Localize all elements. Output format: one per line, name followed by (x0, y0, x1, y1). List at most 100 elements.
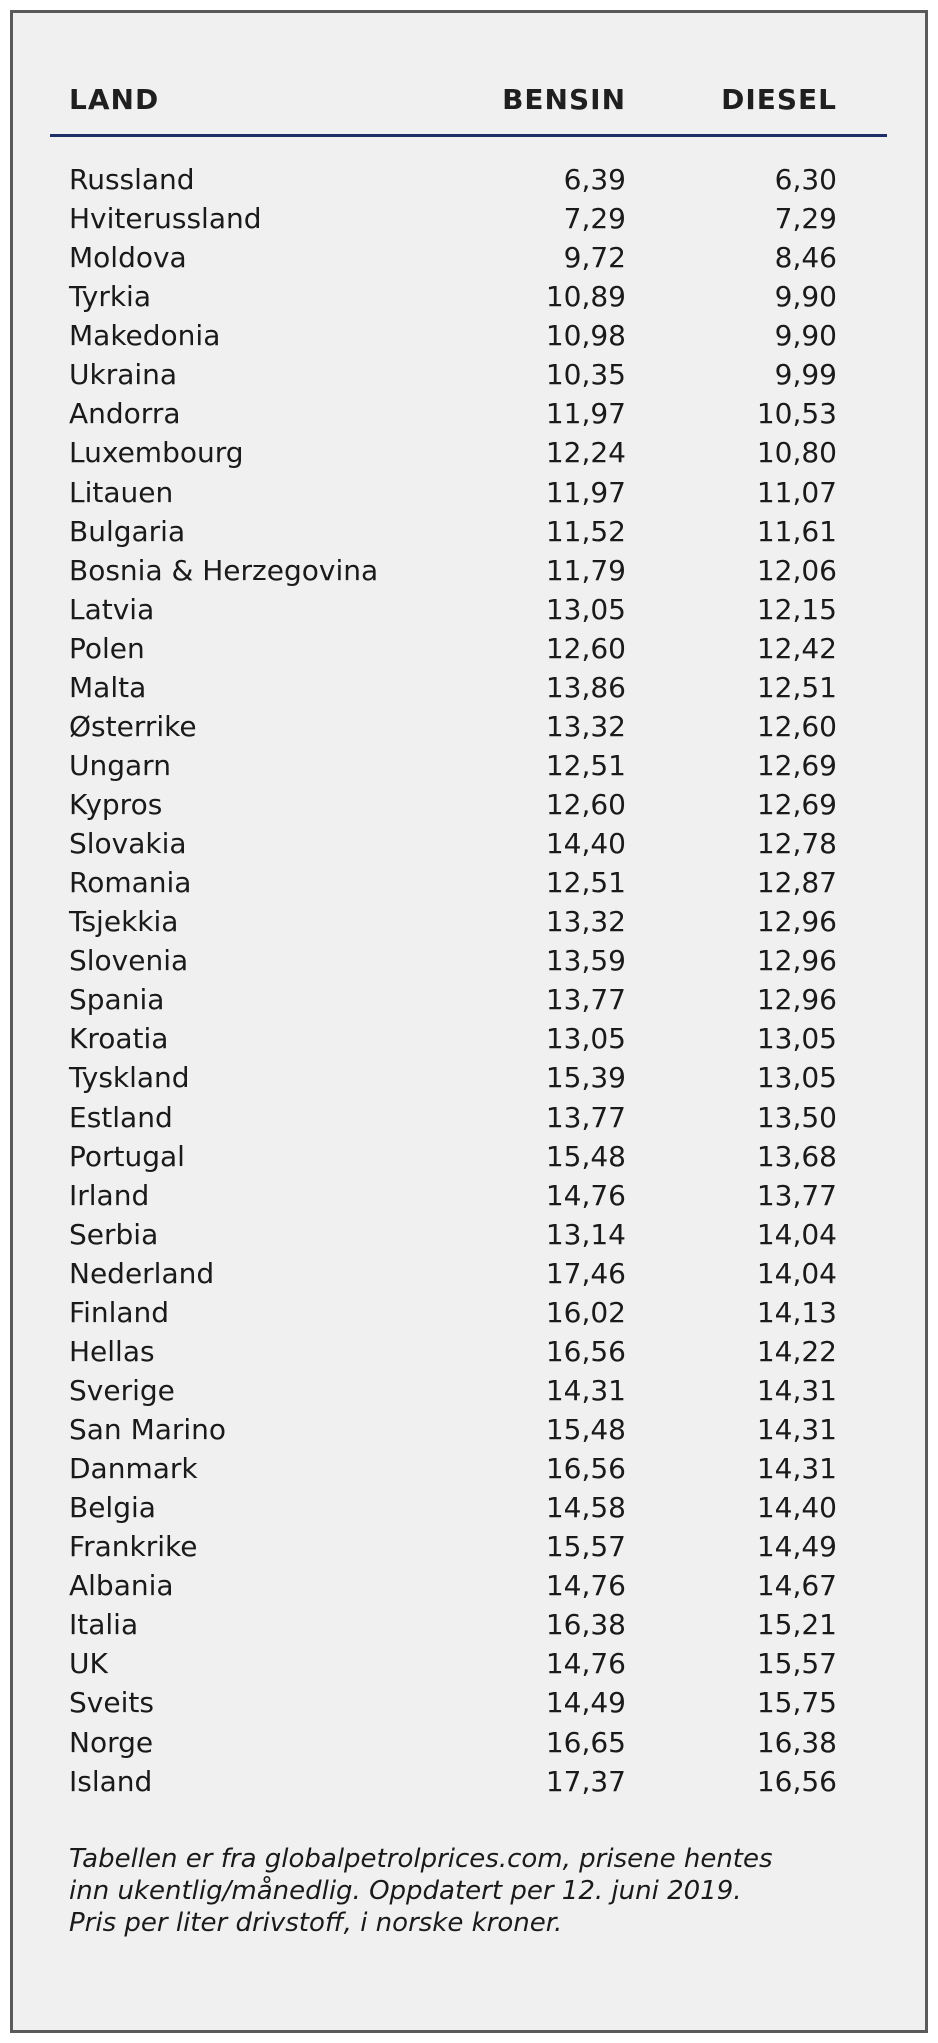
cell-land: Norge (69, 1725, 154, 1759)
cell-diesel: 12,96 (756, 905, 837, 939)
cell-diesel: 12,87 (756, 866, 837, 900)
table-row: Tsjekkia 13,32 12,96 (69, 902, 849, 941)
cell-bensin: 13,59 (545, 944, 626, 978)
cell-diesel: 14,31 (756, 1373, 837, 1407)
cell-bensin: 15,48 (545, 1139, 626, 1173)
cell-diesel: 13,77 (756, 1178, 837, 1212)
cell-diesel: 10,53 (756, 397, 837, 431)
cell-land: Estland (69, 1100, 173, 1134)
cell-diesel: 9,90 (774, 319, 837, 353)
cell-diesel: 12,15 (756, 592, 837, 626)
cell-land: Polen (69, 631, 145, 665)
cell-bensin: 12,51 (545, 866, 626, 900)
cell-land: Slovakia (69, 827, 187, 861)
cell-bensin: 17,37 (545, 1764, 626, 1798)
cell-land: Sveits (69, 1686, 154, 1720)
cell-bensin: 14,76 (545, 1647, 626, 1681)
cell-bensin: 15,39 (545, 1061, 626, 1095)
cell-diesel: 14,13 (756, 1295, 837, 1329)
cell-bensin: 13,14 (545, 1217, 626, 1251)
table-row: Sveits 14,49 15,75 (69, 1683, 849, 1722)
table-row: Moldova 9,72 8,46 (69, 238, 849, 277)
table-row: Russland 6,39 6,30 (69, 160, 849, 199)
cell-land: Island (69, 1764, 153, 1798)
cell-land: Italia (69, 1608, 139, 1642)
footnote-line: Tabellen er fra globalpetrolprices.com, … (69, 1844, 773, 1874)
table-row: Bosnia & Herzegovina 11,79 12,06 (69, 551, 849, 590)
cell-bensin: 16,56 (545, 1452, 626, 1486)
cell-land: Sverige (69, 1373, 175, 1407)
cell-land: San Marino (69, 1413, 227, 1446)
cell-land: Litauen (69, 475, 174, 509)
cell-bensin: 14,58 (545, 1491, 626, 1525)
cell-land: Ungarn (69, 748, 171, 782)
cell-diesel: 13,68 (756, 1139, 837, 1173)
cell-land: Makedonia (69, 319, 221, 353)
cell-diesel: 12,06 (756, 553, 837, 587)
cell-bensin: 13,86 (545, 670, 626, 704)
table-row: Bulgaria 11,52 11,61 (69, 512, 849, 551)
cell-land: Latvia (69, 592, 155, 626)
cell-bensin: 9,72 (563, 241, 626, 275)
cell-land: Kroatia (69, 1022, 169, 1056)
table-row: Ungarn 12,51 12,69 (69, 746, 849, 785)
cell-bensin: 15,57 (545, 1530, 626, 1564)
table-row: Albania 14,76 14,67 (69, 1566, 849, 1605)
cell-bensin: 11,97 (545, 475, 626, 509)
cell-land: Danmark (69, 1452, 198, 1486)
cell-land: Hellas (69, 1334, 155, 1368)
table-row: Estland 13,77 13,50 (69, 1098, 849, 1137)
cell-diesel: 16,56 (756, 1764, 837, 1798)
table-row: Luxembourg 12,24 10,80 (69, 433, 849, 472)
cell-land: Spania (69, 983, 165, 1017)
cell-diesel: 14,31 (756, 1452, 837, 1486)
cell-bensin: 16,56 (545, 1334, 626, 1368)
cell-bensin: 17,46 (545, 1256, 626, 1290)
cell-land: Slovenia (69, 944, 189, 978)
cell-bensin: 14,76 (545, 1178, 626, 1212)
cell-bensin: 14,76 (545, 1569, 626, 1603)
cell-diesel: 12,96 (756, 944, 837, 978)
cell-diesel: 13,05 (756, 1061, 837, 1095)
cell-bensin: 11,52 (545, 514, 626, 548)
cell-bensin: 11,79 (545, 553, 626, 587)
cell-land: Portugal (69, 1139, 185, 1173)
table-row: Danmark 16,56 14,31 (69, 1449, 849, 1488)
cell-diesel: 14,67 (756, 1569, 837, 1603)
cell-diesel: 9,99 (774, 358, 837, 392)
cell-bensin: 16,38 (545, 1608, 626, 1642)
table-row: Tyskland 15,39 13,05 (69, 1058, 849, 1097)
source-footnote: Tabellen er fra globalpetrolprices.com, … (69, 1843, 869, 1939)
cell-land: Moldova (69, 241, 187, 275)
table-row: Malta 13,86 12,51 (69, 668, 849, 707)
cell-diesel: 13,50 (756, 1100, 837, 1134)
table-row: Polen 12,60 12,42 (69, 629, 849, 668)
cell-land: Hviterussland (69, 202, 262, 236)
cell-land: Andorra (69, 397, 181, 431)
column-header-land: LAND (69, 83, 160, 116)
header-divider (50, 134, 887, 137)
table-row: Belgia 14,58 14,40 (69, 1488, 849, 1527)
cell-land: UK (69, 1647, 108, 1681)
cell-diesel: 9,90 (774, 280, 837, 314)
cell-diesel: 14,22 (756, 1334, 837, 1368)
table-row: Andorra 11,97 10,53 (69, 394, 849, 433)
cell-land: Bulgaria (69, 514, 186, 548)
cell-diesel: 7,29 (774, 202, 837, 236)
cell-bensin: 12,60 (545, 631, 626, 665)
table-row: Serbia 13,14 14,04 (69, 1215, 849, 1254)
cell-bensin: 14,31 (545, 1373, 626, 1407)
table-row: Makedonia 10,98 9,90 (69, 316, 849, 355)
cell-bensin: 10,35 (545, 358, 626, 392)
cell-diesel: 12,69 (756, 748, 837, 782)
table-row: Slovakia 14,40 12,78 (69, 824, 849, 863)
cell-diesel: 14,40 (756, 1491, 837, 1525)
cell-bensin: 12,24 (545, 436, 626, 470)
cell-bensin: 12,60 (545, 788, 626, 821)
cell-bensin: 7,29 (563, 202, 626, 236)
cell-bensin: 13,32 (545, 905, 626, 939)
table-row: Romania 12,51 12,87 (69, 863, 849, 902)
table-row: Kroatia 13,05 13,05 (69, 1019, 849, 1058)
cell-land: Belgia (69, 1491, 156, 1525)
cell-land: Malta (69, 670, 147, 704)
